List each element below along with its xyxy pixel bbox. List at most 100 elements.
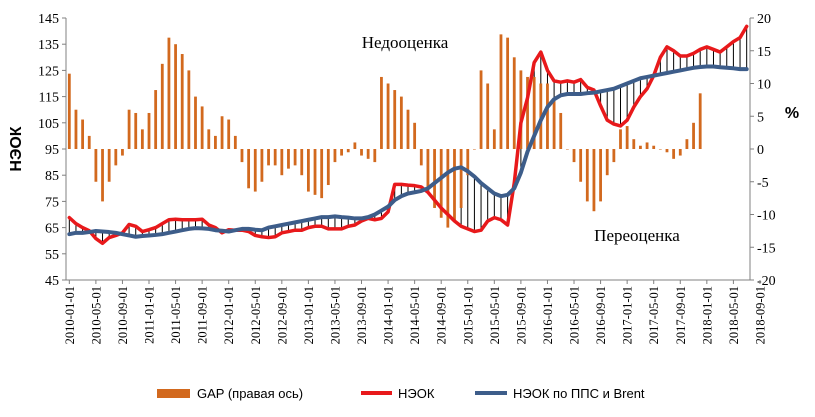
axes: 45 55 65 75 85 95 105 115 125 135 145 -20 -15 -10 -5 0 5… [38,12,776,344]
gap-bar [267,149,270,166]
gap-bar [599,149,602,202]
gap-bar [81,119,85,149]
x-tick-label: 2010-05-01 [89,286,103,344]
gap-bar [67,73,71,149]
x-tick-label: 2012-01-01 [222,286,236,344]
gap-bar [486,83,490,149]
gap-bar [625,126,629,149]
y-left-tick-label: 65 [45,222,59,237]
y-axis-left-label: НЭОК [8,126,25,171]
gap-bar [592,149,596,212]
x-tick-label: 2010-01-01 [63,286,77,344]
x-tick-label: 2017-01-01 [621,286,635,344]
y-right-tick-label: 0 [757,143,764,158]
gap-bar [87,135,91,149]
gap-bar [453,149,456,222]
x-tick-label: 2015-01-01 [461,286,475,344]
y-axis-right-label: % [785,105,799,122]
x-tick-label: 2016-09-01 [594,286,608,344]
gap-bar [433,149,436,208]
gap-bar [174,44,177,150]
gap-bar [605,149,609,176]
annotation-overvaluation: Переоценка [594,226,680,245]
gap-bar [107,149,111,182]
gap-bar [114,149,118,166]
gap-bar [572,149,576,163]
x-tick-label: 2011-01-01 [143,286,157,344]
gap-bar [612,149,616,163]
gap-bar [393,90,397,149]
gap-bar [526,76,529,149]
gap-bar [678,149,682,156]
y-right-tick-label: -20 [757,274,776,289]
gap-bar [519,70,523,149]
gap-bar [280,149,284,176]
x-tick-label: 2010-09-01 [116,286,130,344]
gap-bar [419,149,423,166]
x-tick-label: 2014-09-01 [435,286,449,344]
gap-bar [180,54,184,149]
gap-bar [446,149,450,228]
x-tick-label: 2013-05-01 [328,286,342,344]
x-tick-label: 2018-01-01 [700,286,714,344]
y-left-tick-label: 135 [38,38,59,53]
gap-bar [253,149,257,192]
x-tick-label: 2016-05-01 [568,286,582,344]
y-left-tick-label: 45 [45,274,59,289]
gap-bar [466,149,470,176]
gap-bar [227,119,231,149]
gap-bar [506,37,510,149]
gap-bar [406,109,410,149]
gap-bar [220,116,224,149]
gap-bar [94,149,98,182]
gap-bar [240,149,244,163]
gap-bar [320,149,324,199]
gap-bar [579,149,583,182]
x-tick-label: 2018-05-01 [727,286,741,344]
gap-bar [287,149,290,169]
gap-bar [167,37,171,149]
gap-bar [147,112,151,149]
x-tick-label: 2015-05-01 [488,286,502,344]
gap-bar [200,106,204,149]
x-tick-label: 2018-09-01 [753,286,767,344]
x-tick-label: 2014-05-01 [408,286,422,344]
x-tick-label: 2011-09-01 [196,286,210,344]
gap-bar [293,149,297,166]
x-tick-label: 2013-09-01 [355,286,369,344]
gap-bar [121,149,124,156]
gap-bar [632,139,636,149]
gap-bar [439,149,443,218]
gap-bar [160,63,164,149]
gap-bar [559,112,563,149]
gap-bar [140,129,144,149]
y-left-tick-label: 115 [39,91,59,106]
y-right-tick-label: 20 [757,12,771,27]
annotation-undervaluation: Недооценка [362,33,449,52]
gap-bar [207,129,211,149]
gap-bar [194,96,197,149]
x-tick-label: 2012-05-01 [249,286,263,344]
gap-bar [492,129,496,149]
y-right-tick-label: 10 [757,78,771,93]
gap-bar [273,149,277,166]
legend-label-gap: GAP (правая ось) [197,386,303,401]
x-tick-label: 2017-09-01 [674,286,688,344]
legend-label-neok: НЭОК [398,386,435,401]
gap-bar [473,149,476,150]
gap-bar [413,122,417,149]
x-tick-label: 2014-01-01 [382,286,396,344]
gap-bar [672,149,676,159]
gap-bar [619,129,622,149]
gap-bar [366,149,370,159]
gap-bar [233,135,237,149]
y-left-tick-label: 125 [38,64,59,79]
gap-bar [399,96,403,149]
y-left-tick-label: 75 [45,195,59,210]
y-left-tick-label: 145 [38,12,59,27]
gap-bar [74,109,78,149]
y-right-tick-label: -15 [757,241,776,256]
y-left-tick-label: 55 [45,248,59,263]
gap-bar [532,76,536,149]
